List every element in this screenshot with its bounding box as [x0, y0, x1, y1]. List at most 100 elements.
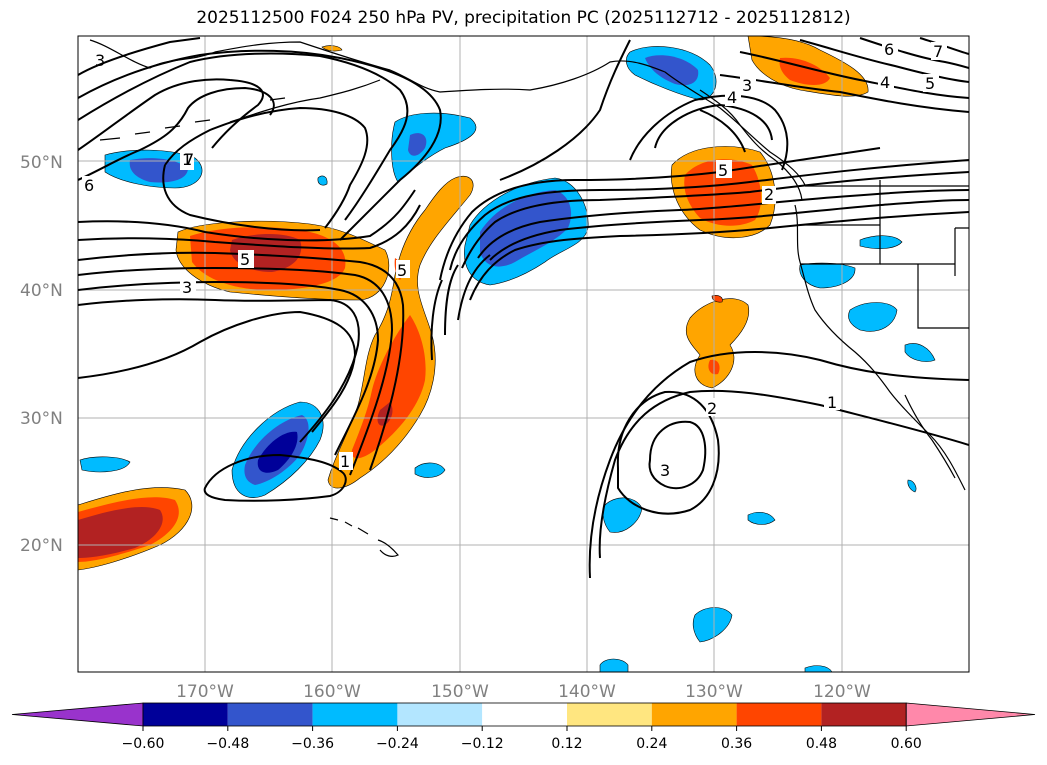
pv-contour-label: 3 [660, 461, 670, 480]
pv-contour [699, 109, 746, 153]
pv-contour-label: 5 [240, 250, 250, 269]
precip-negative-area [129, 158, 188, 183]
pv-contour-labels: 1 1 1 2 2 3 3 3 3 4 4 5 5 5 [82, 40, 947, 480]
pv-contour [616, 390, 720, 515]
pv-contour [598, 389, 969, 559]
colorbar: −0.60 −0.48 −0.36 −0.24 −0.12 0.12 0.24 0.36 0.4… [11, 702, 1036, 752]
pv-contour [469, 211, 969, 301]
colorbar-segment [651, 703, 737, 726]
colorbar-tick-label: −0.36 [291, 736, 334, 752]
pv-contour [78, 78, 264, 151]
precip-negative-area [414, 462, 446, 478]
colorbar-segment [227, 703, 313, 726]
precip-negative-area [257, 431, 298, 473]
pv-contour [799, 39, 969, 83]
pv-contour [477, 189, 969, 259]
colorbar-segment [143, 703, 228, 726]
pv-contours [78, 37, 969, 579]
pv-contour [739, 51, 969, 99]
longitude-labels: 170°W 160°W 150°W 140°W 130°W 120°W [176, 682, 871, 702]
precip-negative-area [408, 133, 427, 156]
pv-contour-label: 5 [397, 261, 407, 280]
pv-contour-label: 1 [340, 452, 350, 471]
lon-label: 160°W [303, 682, 361, 702]
pv-contour-label: 6 [884, 40, 894, 59]
pv-contour-label: 3 [182, 278, 192, 297]
pv-contour [78, 189, 416, 242]
pv-contour-label: 1 [827, 393, 837, 412]
pv-contour [78, 86, 275, 181]
precip-negative-area [848, 302, 898, 332]
colorbar-segment [482, 703, 567, 726]
pv-contour [78, 280, 380, 456]
pv-contour [457, 254, 491, 321]
colorbar-tick-label: −0.60 [122, 736, 165, 752]
pv-contour [78, 251, 405, 471]
pv-contour-label: 3 [742, 76, 752, 95]
hawaiian-islands [329, 517, 399, 557]
colorbar-tick-label: 0.48 [806, 736, 837, 752]
pv-contour-label: 1 [182, 150, 192, 169]
pv-contour [489, 199, 969, 261]
lon-label: 140°W [558, 682, 616, 702]
pv-contour [430, 279, 443, 361]
colorbar-segment [821, 703, 907, 726]
precip-negative-area [692, 607, 733, 643]
precip-negative-area [480, 190, 572, 267]
colorbar-tick-label: −0.24 [376, 736, 419, 752]
colorbar-extend-high [905, 702, 1036, 727]
map-title: 2025112500 F024 250 hPa PV, precipitatio… [196, 8, 851, 28]
pv-contour [78, 310, 357, 433]
lat-label: 50°N [20, 153, 63, 173]
precip-negative-area [904, 343, 936, 362]
lat-label: 40°N [20, 281, 63, 301]
precip-positive-area [711, 295, 723, 303]
colorbar-frame [142, 702, 907, 727]
colorbar-extend-low [11, 702, 144, 727]
gridlines [78, 36, 969, 672]
pv-contour-label: 5 [925, 74, 935, 93]
pv-contour [654, 103, 773, 149]
precip-negative-area [391, 112, 477, 183]
precip-negative-area [317, 175, 328, 186]
pv-contour-label: 7 [933, 42, 943, 61]
pv-contour-label: 5 [718, 161, 728, 180]
precip-negative-area [799, 262, 856, 289]
map-area: 1 1 1 2 2 3 3 3 3 4 4 5 5 5 [78, 36, 969, 672]
colorbar-segments [11, 702, 1036, 727]
precip-negative-area [599, 658, 629, 672]
pv-contour [719, 74, 969, 113]
pv-contour [648, 420, 707, 490]
pv-contour [78, 266, 394, 476]
alaska-peninsula [229, 79, 381, 123]
colorbar-segment [312, 703, 398, 726]
pv-contour-label: 4 [880, 73, 890, 92]
colorbar-tick-label: 0.36 [721, 736, 752, 752]
state-border-nv-ca [880, 263, 969, 329]
precip-negative-area [79, 456, 131, 473]
precip-negative-area [804, 665, 833, 672]
lon-label: 150°W [431, 682, 489, 702]
aleutian-islands [99, 97, 286, 141]
pv-contour [499, 39, 631, 181]
pv-contour-label: 2 [764, 185, 774, 204]
precip-positive-area [685, 298, 750, 389]
pv-contour [78, 204, 421, 250]
pv-contour-label: 2 [707, 399, 717, 418]
colorbar-tick-label: 0.24 [636, 736, 667, 752]
pv-contour [439, 147, 881, 281]
pv-contour-label: 3 [95, 51, 105, 70]
precip-shading [78, 36, 936, 672]
pv-contour [78, 298, 360, 443]
colorbar-segment [736, 703, 822, 726]
precip-negative-area [859, 235, 903, 249]
pv-contour [449, 159, 969, 271]
pv-contour-label: 6 [84, 176, 94, 195]
colorbar-tick-label: −0.48 [206, 736, 249, 752]
latitude-labels: 50°N 40°N 30°N 20°N [20, 153, 63, 556]
pv-contour [78, 52, 409, 221]
state-border-mt [954, 227, 969, 276]
lon-label: 120°W [813, 682, 871, 702]
lon-label: 170°W [176, 682, 234, 702]
